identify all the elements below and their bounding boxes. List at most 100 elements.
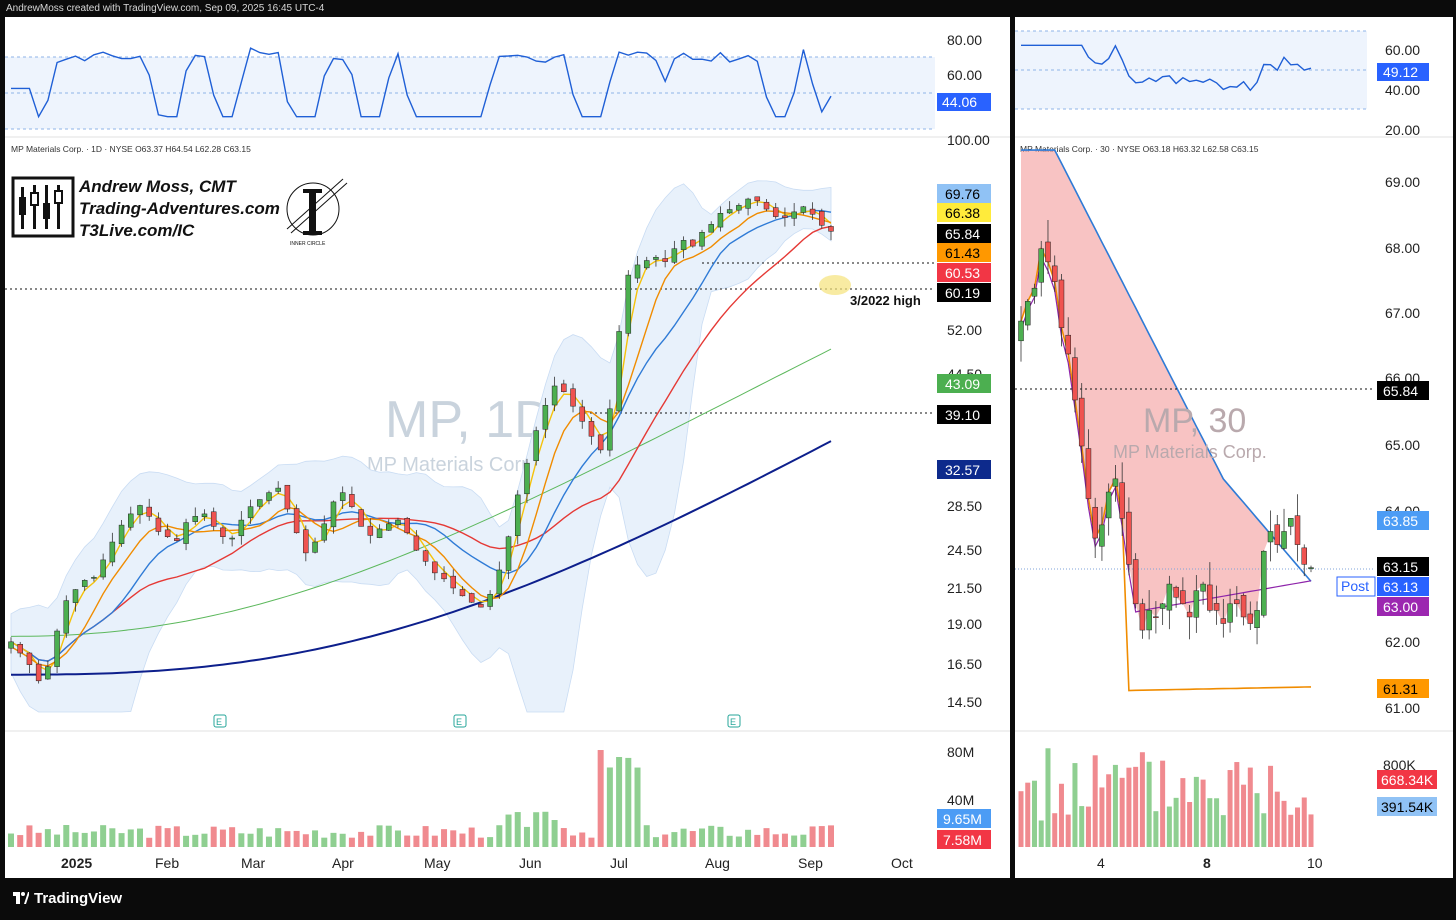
- price-tag: 63.00: [1377, 597, 1429, 616]
- price-axis-label: 67.00: [1385, 305, 1420, 321]
- volume-bar: [1160, 760, 1166, 847]
- rsi-line-group: [11, 47, 832, 119]
- svg-text:391.54K: 391.54K: [1381, 799, 1434, 815]
- volume-bar: [717, 826, 724, 847]
- price-axis-label: 61.00: [1385, 700, 1420, 716]
- candle: [275, 481, 281, 494]
- author-name: Andrew Moss, CMT: [78, 177, 237, 196]
- volume-bar: [828, 825, 834, 847]
- price-axis-label: 65.00: [1385, 437, 1420, 453]
- volume-bar: [367, 835, 374, 847]
- candle: [1105, 483, 1112, 536]
- price-axis-label: 68.00: [1385, 240, 1420, 256]
- volume-bar: [1045, 748, 1051, 847]
- volume-bar: [1133, 766, 1139, 847]
- volume-bar: [1227, 770, 1233, 847]
- candle: [1031, 283, 1038, 304]
- candle: [404, 516, 410, 535]
- volume-bar: [1200, 779, 1206, 847]
- svg-text:39.10: 39.10: [945, 407, 980, 423]
- candle: [1274, 514, 1281, 553]
- inner-circle-badge: [286, 178, 348, 236]
- candle: [321, 515, 328, 543]
- volume-bar: [745, 829, 752, 847]
- svg-text:65.84: 65.84: [945, 226, 980, 242]
- candle: [155, 512, 162, 536]
- candle: [8, 637, 14, 654]
- candle: [1301, 544, 1308, 577]
- price-tag: 65.84: [937, 224, 991, 243]
- volume-bar: [1018, 791, 1024, 847]
- volume-bar: [763, 828, 770, 847]
- ma-long-line: [1020, 246, 1312, 692]
- volume-bar: [1295, 807, 1301, 847]
- price-tag: 63.13: [1377, 577, 1429, 596]
- intraday-chart-panel[interactable]: 60.00 40.00 20.00 49.12 MP Materials Cor…: [1015, 17, 1453, 878]
- volume-bar: [551, 820, 558, 847]
- volume-bar: [1173, 797, 1179, 847]
- price-tag: 69.76: [937, 184, 991, 203]
- volume-bar: [809, 826, 816, 847]
- volume-tag: 9.65M: [937, 809, 991, 828]
- earnings-marker[interactable]: E: [453, 714, 467, 728]
- volume-bar: [1241, 784, 1247, 847]
- svg-text:9.65M: 9.65M: [943, 811, 982, 827]
- volume-bar: [394, 830, 401, 847]
- earnings-marker[interactable]: E: [727, 714, 741, 728]
- time-axis-label: May: [424, 855, 450, 871]
- volume-bar: [1261, 813, 1267, 847]
- candle: [625, 270, 632, 337]
- rsi-last-tag: [937, 93, 991, 111]
- candle: [1153, 601, 1159, 634]
- rsi-axis-label: 60.00: [947, 67, 982, 83]
- candle: [1254, 601, 1260, 645]
- volume-bar: [606, 767, 613, 847]
- price-tag: 60.19: [937, 283, 991, 302]
- price-tag: 66.38: [937, 203, 991, 222]
- price-tag: 39.10: [937, 405, 991, 424]
- time-axis: 4 8 10: [1097, 855, 1323, 871]
- svg-text:60.53: 60.53: [945, 265, 980, 281]
- candle: [1213, 585, 1220, 625]
- price-tag: 61.31: [1377, 679, 1429, 698]
- candle: [1240, 593, 1247, 626]
- candle: [1159, 602, 1166, 626]
- candle: [81, 579, 88, 591]
- candle: [726, 201, 733, 214]
- volume-axis-label: 40M: [947, 792, 974, 808]
- candle: [487, 590, 493, 611]
- author-link[interactable]: T3Live.com/IC: [79, 221, 195, 240]
- price-tag: 32.57: [937, 460, 991, 479]
- volume-bar: [72, 832, 79, 847]
- volume-bar: [1025, 782, 1031, 847]
- tradingview-logo[interactable]: TradingView: [13, 890, 122, 907]
- candle: [247, 499, 254, 524]
- rsi-last-tag-label: 44.06: [942, 94, 977, 110]
- candle: [828, 224, 834, 241]
- candle: [1166, 575, 1173, 630]
- candle: [376, 524, 383, 539]
- volume-bar: [708, 825, 715, 847]
- daily-chart-svg[interactable]: 80.00 60.00 44.06 MP Materials Corp. · 1…: [5, 17, 1010, 878]
- volume-bar: [8, 833, 14, 847]
- volume-bar: [312, 830, 319, 847]
- volume-bar: [1119, 777, 1125, 847]
- price-tag: 60.53: [937, 263, 991, 282]
- candle: [303, 525, 309, 562]
- candle: [164, 523, 171, 539]
- volume-bar: [136, 828, 143, 847]
- attribution-header: AndrewMoss created with TradingView.com,…: [6, 3, 325, 14]
- volume-bar: [533, 812, 540, 847]
- candle: [570, 383, 576, 413]
- candle: [597, 434, 604, 454]
- intraday-chart-svg[interactable]: 60.00 40.00 20.00 49.12 MP Materials Cor…: [1015, 17, 1453, 878]
- candle: [54, 628, 60, 674]
- daily-chart-panel[interactable]: 80.00 60.00 44.06 MP Materials Corp. · 1…: [5, 17, 1010, 878]
- volume-bar: [754, 834, 761, 847]
- earnings-marker[interactable]: E: [213, 714, 227, 728]
- svg-text:32.57: 32.57: [945, 462, 980, 478]
- svg-text:E: E: [730, 717, 736, 727]
- rsi-line: [11, 47, 832, 119]
- volume-bar: [818, 826, 825, 847]
- price-axis-label: 69.00: [1385, 174, 1420, 190]
